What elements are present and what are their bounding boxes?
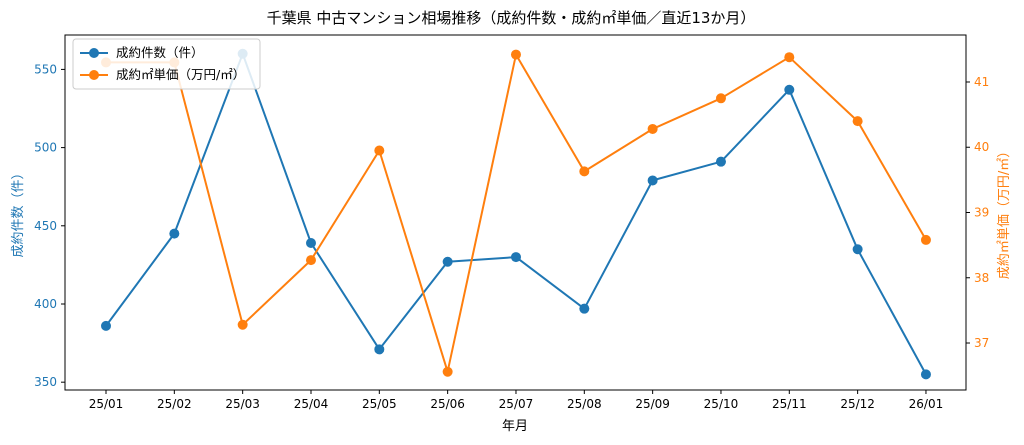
legend-label-unit-price: 成約㎡単価（万円/㎡） bbox=[116, 67, 245, 82]
right-y-tick-label: 38 bbox=[974, 271, 989, 285]
x-tick-label: 25/09 bbox=[635, 397, 670, 411]
chart-title: 千葉県 中古マンション相場推移（成約件数・成約㎡単価／直近13か月） bbox=[267, 9, 756, 27]
data-point-count bbox=[305, 237, 316, 248]
x-tick-label: 25/11 bbox=[772, 397, 807, 411]
left-y-axis: 350 400 450 500 550 bbox=[34, 62, 65, 389]
left-y-tick-label: 400 bbox=[34, 297, 57, 311]
data-point-count bbox=[852, 244, 863, 255]
x-tick-label: 25/10 bbox=[704, 397, 739, 411]
data-point-count bbox=[715, 156, 726, 167]
series-layer bbox=[101, 48, 931, 380]
data-point-count bbox=[442, 256, 453, 267]
right-y-axis: 37 38 39 40 41 bbox=[966, 75, 989, 350]
x-axis-label: 年月 bbox=[502, 419, 528, 434]
x-tick-label: 25/07 bbox=[499, 397, 534, 411]
data-point-unit-price bbox=[305, 255, 316, 266]
data-point-unit-price bbox=[647, 123, 658, 134]
x-tick-label: 25/06 bbox=[430, 397, 465, 411]
data-point-unit-price bbox=[784, 52, 795, 63]
data-point-count bbox=[784, 84, 795, 95]
data-point-unit-price bbox=[852, 116, 863, 127]
x-tick-label: 25/12 bbox=[840, 397, 875, 411]
data-point-count bbox=[169, 228, 180, 239]
right-y-tick-label: 41 bbox=[974, 75, 989, 89]
data-point-unit-price bbox=[715, 93, 726, 104]
legend-marker-unit-price bbox=[89, 70, 99, 80]
data-point-count bbox=[579, 303, 590, 314]
right-y-tick-label: 39 bbox=[974, 206, 989, 220]
left-y-axis-label: 成約件数（件） bbox=[11, 166, 26, 257]
x-tick-label: 25/08 bbox=[567, 397, 602, 411]
right-y-tick-label: 37 bbox=[974, 336, 989, 350]
right-y-tick-label: 40 bbox=[974, 140, 989, 154]
data-point-count bbox=[510, 252, 521, 263]
legend-box bbox=[72, 38, 261, 90]
x-tick-label: 25/05 bbox=[362, 397, 397, 411]
right-y-axis-label: 成約㎡単価（万円/㎡） bbox=[996, 145, 1012, 279]
data-point-count bbox=[647, 175, 658, 186]
x-tick-label: 26/01 bbox=[909, 397, 944, 411]
x-axis: 25/01 25/02 25/03 25/04 25/05 25/06 25/07 25/08… bbox=[89, 390, 944, 411]
legend-marker-count bbox=[89, 48, 99, 58]
legend-label-count: 成約件数（件） bbox=[116, 45, 204, 60]
series-line-unit-price bbox=[106, 53, 927, 373]
x-tick-label: 25/01 bbox=[89, 397, 124, 411]
data-point-unit-price bbox=[579, 166, 590, 177]
legend: 成約件数（件） 成約㎡単価（万円/㎡） bbox=[72, 38, 261, 90]
x-tick-label: 25/03 bbox=[225, 397, 260, 411]
data-point-unit-price bbox=[442, 366, 453, 377]
left-y-tick-label: 550 bbox=[34, 62, 57, 76]
data-point-count bbox=[920, 369, 931, 380]
data-point-count bbox=[374, 344, 385, 355]
data-point-unit-price bbox=[510, 49, 521, 60]
data-point-count bbox=[101, 320, 111, 331]
left-y-tick-label: 450 bbox=[34, 219, 57, 233]
left-y-tick-label: 350 bbox=[34, 375, 57, 389]
left-y-tick-label: 500 bbox=[34, 141, 57, 155]
x-tick-label: 25/04 bbox=[294, 397, 329, 411]
series-line-count bbox=[105, 52, 927, 375]
data-point-unit-price bbox=[374, 145, 385, 156]
data-point-unit-price bbox=[237, 319, 248, 330]
x-tick-label: 25/02 bbox=[157, 397, 192, 411]
data-point-unit-price bbox=[920, 234, 931, 245]
